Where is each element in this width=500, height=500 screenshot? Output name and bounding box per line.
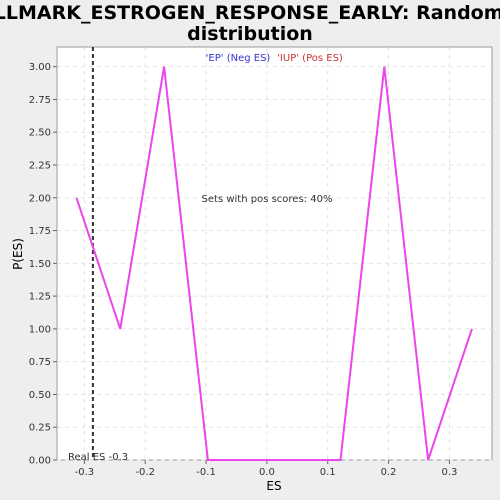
- chart-title-line1: HALLMARK_ESTROGEN_RESPONSE_EARLY: Random…: [0, 2, 500, 24]
- y-tick-label: 0.25: [29, 423, 51, 434]
- legend-pos-es: 'IUP' (Pos ES): [277, 53, 343, 64]
- x-tick-label: -0.2: [135, 467, 155, 478]
- x-axis: -0.3 -0.2 -0.1 0.0 0.1 0.2 0.3: [75, 460, 457, 478]
- x-tick-label: -0.1: [196, 467, 216, 478]
- y-tick-label: 1.75: [29, 226, 51, 237]
- x-tick-label: 0.3: [441, 467, 457, 478]
- plot-area: [56, 46, 493, 461]
- x-tick-label: 0.2: [381, 467, 397, 478]
- y-axis-label: P(ES): [11, 238, 25, 270]
- y-tick-label: 1.25: [29, 292, 51, 303]
- y-tick-label: 3.00: [29, 62, 51, 73]
- y-tick-label: 2.25: [29, 161, 51, 172]
- x-tick-label: -0.3: [75, 467, 95, 478]
- x-tick-label: 0.1: [320, 467, 336, 478]
- y-tick-label: 2.50: [29, 128, 51, 139]
- pos-scores-annotation: Sets with pos scores: 40%: [202, 194, 333, 205]
- chart-title-line2: distribution: [187, 23, 313, 45]
- y-tick-label: 2.00: [29, 193, 51, 204]
- y-tick-label: 0.00: [29, 456, 51, 467]
- y-tick-label: 0.50: [29, 390, 51, 401]
- y-tick-label: 2.75: [29, 95, 51, 106]
- legend-neg-es: 'EP' (Neg ES): [206, 53, 271, 64]
- y-axis: 0.00 0.25 0.50 0.75 1.00 1.25 1.50 1.75 2.00 2.25…: [29, 62, 57, 467]
- y-tick-label: 1.50: [29, 259, 51, 270]
- x-tick-label: 0.0: [259, 467, 275, 478]
- x-axis-label: ES: [266, 479, 281, 493]
- grid-lines: [57, 47, 492, 461]
- es-distribution-line: [75, 66, 473, 461]
- real-es-annotation: Real ES -0.3: [68, 452, 128, 463]
- y-tick-label: 1.00: [29, 324, 51, 335]
- y-tick-label: 0.75: [29, 357, 51, 368]
